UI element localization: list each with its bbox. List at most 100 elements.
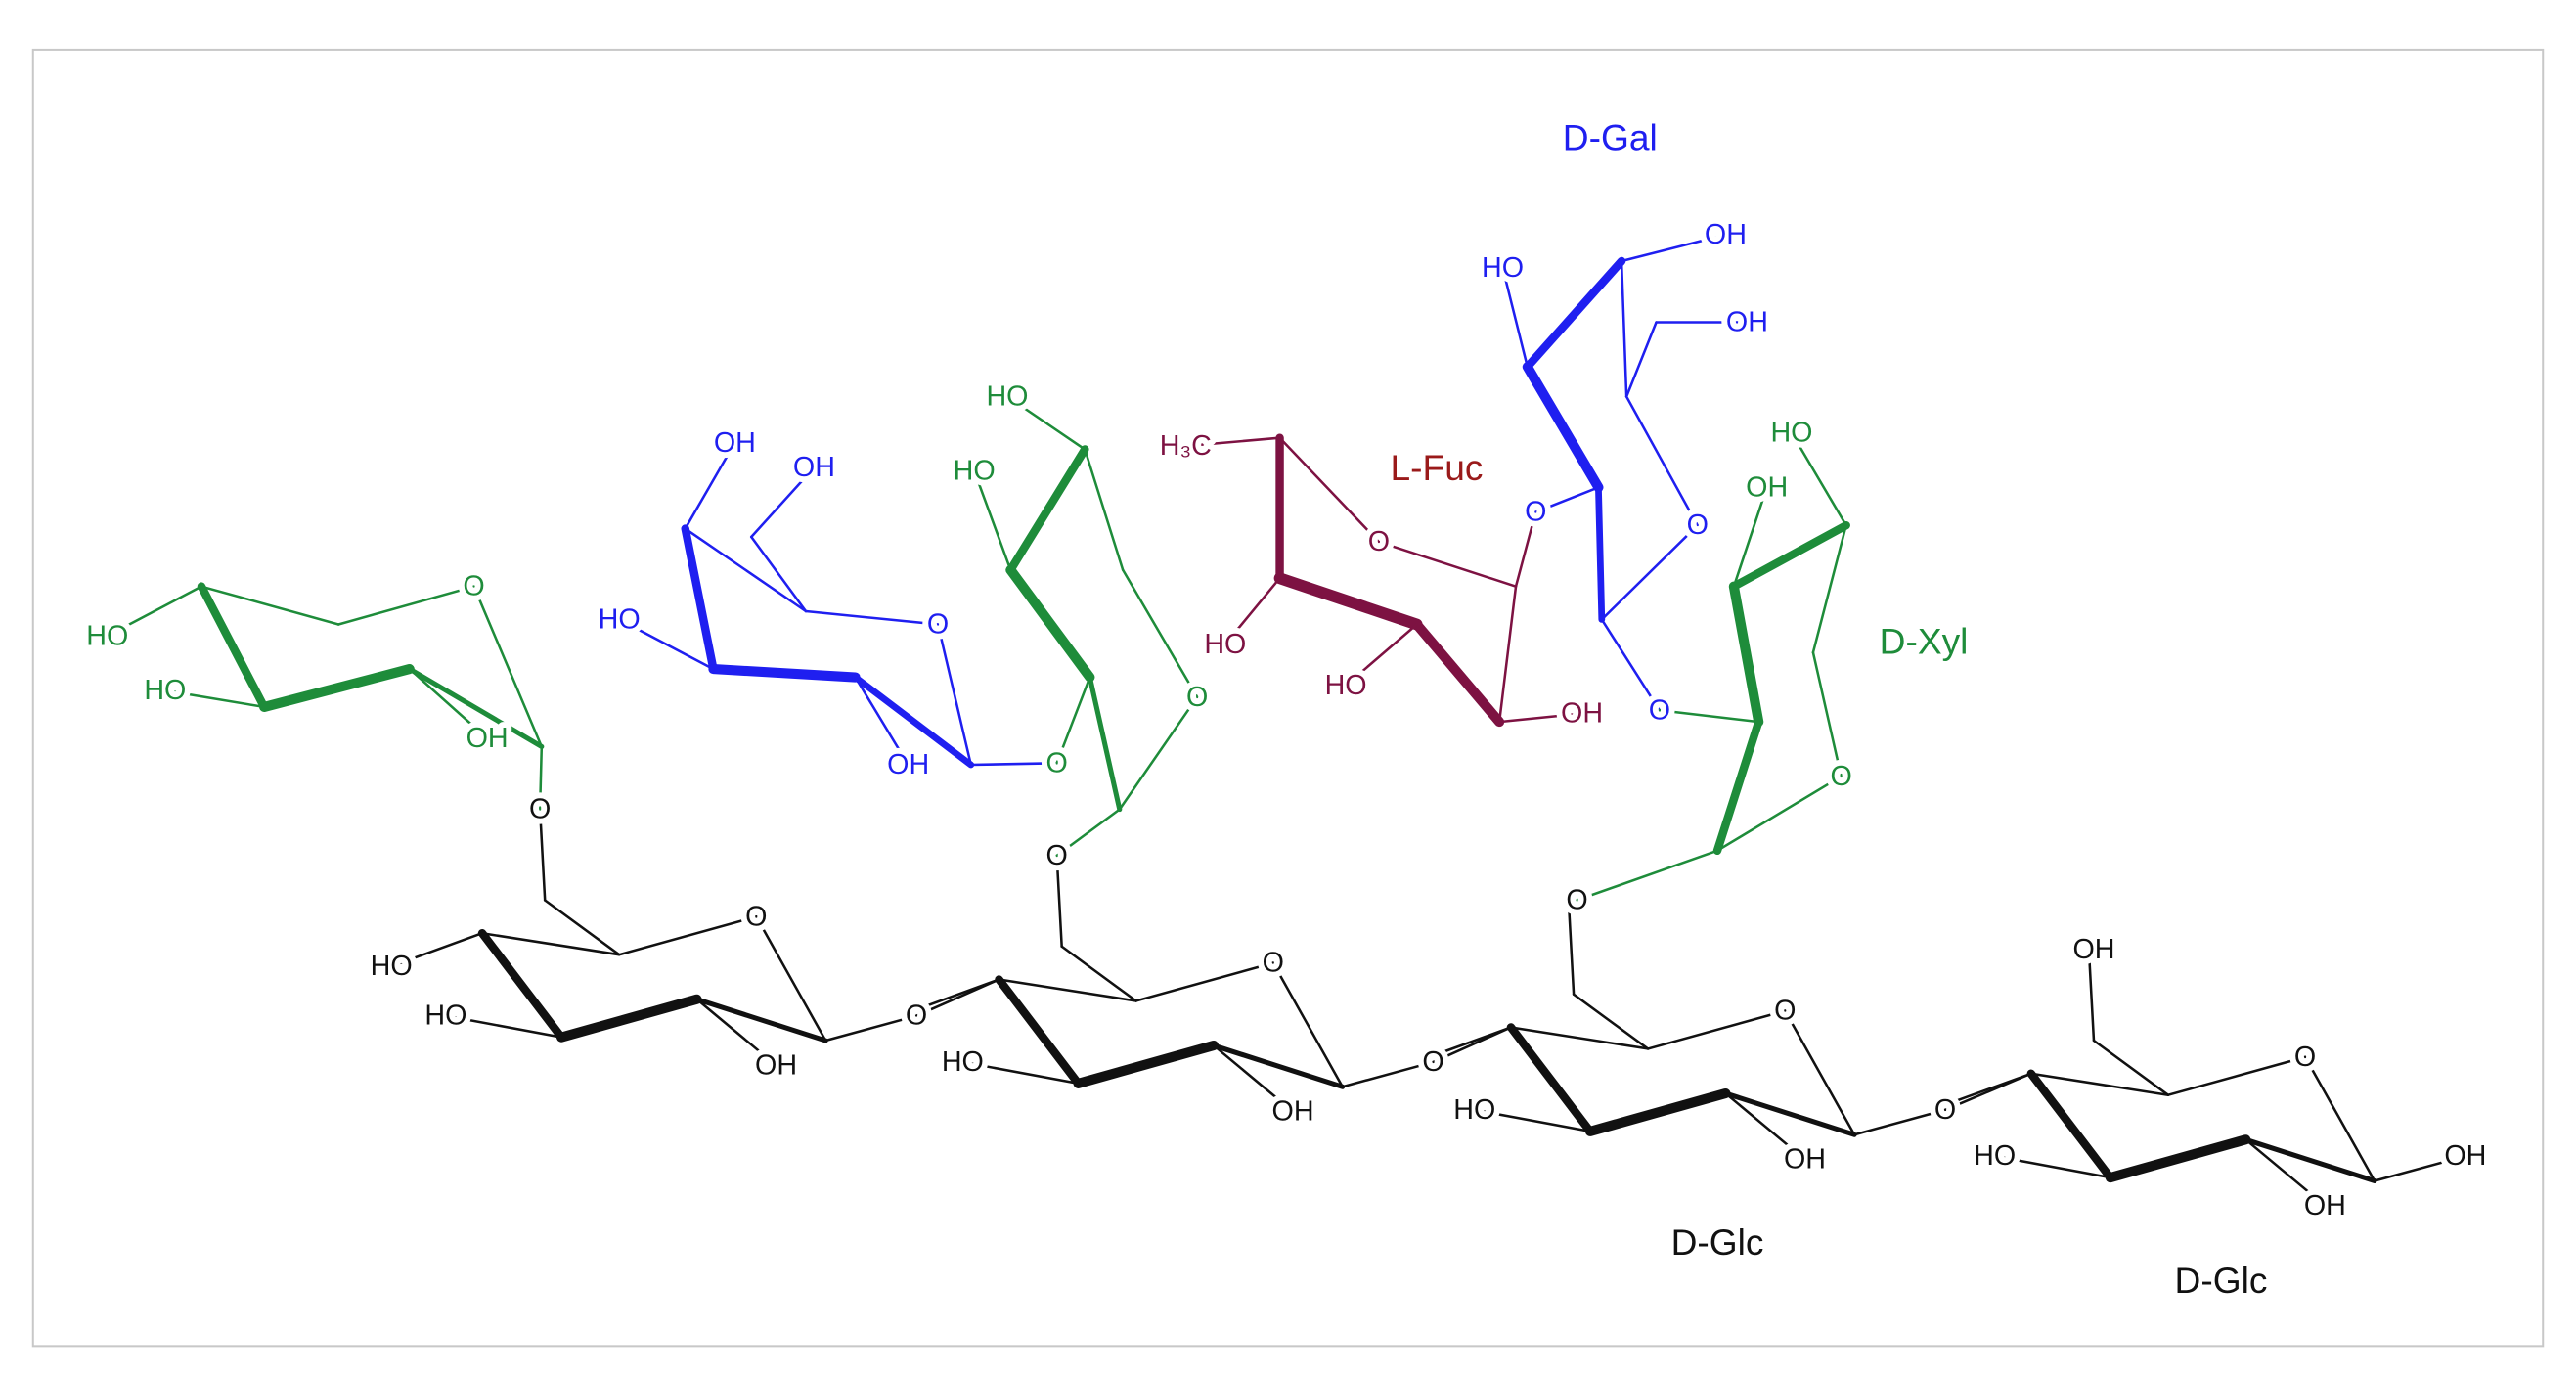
bond [749,535,808,613]
residue-name: D-Glc [1671,1221,1764,1263]
bond [2092,1039,2170,1096]
bond [823,1014,918,1043]
bond [936,623,973,767]
atom-label: HO [986,380,1028,412]
atom-label: H₃C [1160,430,1212,462]
bond [408,667,489,740]
bond [1728,581,1764,728]
bond [1006,445,1089,574]
atom-label: O [1687,510,1709,541]
bond [2244,1138,2327,1208]
atom-label: OH [1784,1144,1826,1176]
atom-label: O [1422,1046,1443,1078]
bond [259,664,415,712]
bond [708,664,861,683]
atom-label: HO [1482,252,1524,284]
bond [1501,266,1530,369]
atom-label: HO [144,675,186,706]
atom-label: HO [424,1000,466,1032]
bond [336,585,475,626]
bond [969,762,1058,767]
residue-name: L-Fuc [1391,447,1484,488]
atom-label: OH [2444,1140,2486,1172]
residue-name: D-Xyl [1880,620,1969,661]
bond [1572,993,1650,1050]
bond [407,666,545,749]
bond [998,978,1137,1002]
frame [31,48,2545,1348]
atom-label: OH [2072,934,2114,965]
bond [1522,362,1604,493]
bond [1646,1009,1787,1050]
bond [617,618,715,671]
bond [681,524,718,674]
bond [1005,395,1087,451]
bond [1534,486,1600,513]
atom-label: HO [1453,1094,1495,1126]
atom-label: HO [1770,418,1812,449]
bond [1595,483,1606,623]
atom-label: O [1368,526,1390,557]
bond [693,997,828,1043]
bond [972,469,1012,572]
atom-label: OH [1561,698,1603,730]
bond [755,915,827,1043]
bonds [106,233,2467,1208]
bond [2105,1134,2251,1183]
bond [695,998,777,1067]
bond [1184,436,1281,448]
bond [854,676,910,767]
bond [1134,961,1275,1002]
atom-label: HO [371,951,413,982]
bond [1005,564,1095,683]
atom-label: OH [1272,1096,1314,1128]
bond [1715,775,1843,853]
bond [538,808,547,902]
bond [1624,321,1658,398]
bond [1084,448,1125,572]
bond [1620,259,1628,398]
bond [2373,1154,2467,1182]
bond [200,585,340,626]
bond [1509,1026,1650,1050]
bond [1506,1023,1595,1136]
bond [1722,1090,1857,1137]
bond [1060,945,1137,1002]
bond [1576,849,1719,902]
bond [804,609,940,626]
bond [477,929,566,1042]
bond [1223,576,1281,646]
atom-label: O [1566,884,1587,915]
atom-label: OH [466,723,509,754]
bond [480,931,621,956]
bond [1497,712,1583,724]
atom-label: HO [1974,1140,2016,1172]
atom-label: O [2294,1042,2316,1073]
bond [1341,1060,1435,1088]
bond [1344,623,1418,688]
atom-label: O [927,608,949,640]
bond [1624,395,1700,527]
bond [1411,619,1505,728]
bond [1523,256,1626,372]
atom-label: O [463,571,484,602]
bond [684,527,808,613]
atom-label: O [745,901,767,932]
bond [1473,1108,1592,1133]
atom-label: O [1186,682,1208,713]
atom-label: O [1525,497,1546,528]
bond [1278,436,1381,544]
atom-label: O [1649,694,1670,726]
bond [617,915,758,956]
atom-label: HO [599,603,641,635]
atom-label: HO [942,1046,984,1078]
bond [1732,486,1768,588]
bond [1055,854,1063,949]
bond [907,978,1000,1014]
bond [1584,1087,1731,1136]
bond [1783,1009,1856,1136]
atom-label: OH [1746,471,1788,503]
atom-label: HO [1204,629,1246,660]
bond [1118,695,1199,811]
